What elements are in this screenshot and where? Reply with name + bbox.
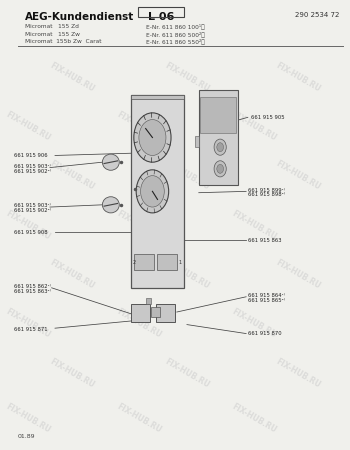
Text: FIX-HUB.RU: FIX-HUB.RU — [163, 357, 211, 389]
Circle shape — [134, 113, 171, 162]
Text: 661 915 899¹⁾: 661 915 899¹⁾ — [248, 188, 285, 193]
Bar — [131, 95, 183, 288]
Ellipse shape — [102, 154, 119, 170]
Bar — [156, 304, 175, 322]
Text: FIX-HUB.RU: FIX-HUB.RU — [231, 401, 279, 434]
Text: FIX-HUB.RU: FIX-HUB.RU — [48, 357, 96, 389]
Circle shape — [214, 161, 226, 177]
Circle shape — [141, 176, 164, 207]
Bar — [131, 95, 183, 99]
Text: AEG-Kundendienst: AEG-Kundendienst — [25, 12, 134, 22]
Circle shape — [139, 120, 166, 155]
Bar — [134, 254, 154, 270]
Text: FIX-HUB.RU: FIX-HUB.RU — [116, 307, 163, 340]
Text: 661 915 902²⁾: 661 915 902²⁾ — [14, 169, 51, 174]
Text: 661 915 902²⁾: 661 915 902²⁾ — [14, 208, 51, 213]
Text: 01.89: 01.89 — [18, 434, 35, 440]
Text: 1: 1 — [179, 260, 182, 265]
Text: FIX-HUB.RU: FIX-HUB.RU — [116, 401, 163, 434]
Text: 661 915 870: 661 915 870 — [248, 331, 281, 336]
Text: FIX-HUB.RU: FIX-HUB.RU — [275, 357, 322, 389]
Text: E-Nr. 611 860 100¹⧠: E-Nr. 611 860 100¹⧠ — [146, 24, 205, 30]
Text: 661 915 863²⁾: 661 915 863²⁾ — [14, 289, 51, 294]
Text: 661 915 863: 661 915 863 — [248, 238, 281, 243]
Text: 661 915 898²⁾: 661 915 898²⁾ — [248, 193, 285, 198]
Text: FIX-HUB.RU: FIX-HUB.RU — [231, 307, 279, 340]
Text: 2: 2 — [133, 260, 136, 265]
Bar — [146, 298, 151, 304]
Circle shape — [214, 139, 226, 155]
Circle shape — [136, 170, 169, 213]
Bar — [131, 304, 150, 322]
Text: 661 915 908: 661 915 908 — [14, 230, 48, 235]
Text: FIX-HUB.RU: FIX-HUB.RU — [116, 110, 163, 143]
Text: Micromat   155 Zd: Micromat 155 Zd — [25, 24, 78, 29]
Text: FIX-HUB.RU: FIX-HUB.RU — [275, 258, 322, 291]
Text: 661 915 903¹⁾: 661 915 903¹⁾ — [14, 203, 51, 208]
Text: 290 2534 72: 290 2534 72 — [295, 12, 339, 18]
Text: FIX-HUB.RU: FIX-HUB.RU — [163, 159, 211, 192]
Text: 661 915 903¹⁾: 661 915 903¹⁾ — [14, 164, 51, 169]
Bar — [199, 90, 238, 184]
Ellipse shape — [102, 197, 119, 213]
Text: FIX-HUB.RU: FIX-HUB.RU — [163, 61, 211, 93]
Text: FIX-HUB.RU: FIX-HUB.RU — [163, 258, 211, 291]
Text: 661 915 862¹⁾: 661 915 862¹⁾ — [14, 284, 51, 289]
Text: E-Nr. 611 860 500²⧠: E-Nr. 611 860 500²⧠ — [146, 32, 205, 38]
Bar — [201, 97, 236, 133]
Bar — [138, 7, 183, 17]
Text: FIX-HUB.RU: FIX-HUB.RU — [231, 209, 279, 241]
Text: FIX-HUB.RU: FIX-HUB.RU — [231, 110, 279, 143]
Text: 661 915 864¹⁾: 661 915 864¹⁾ — [248, 293, 285, 298]
Text: 661 915 906: 661 915 906 — [14, 153, 48, 158]
Text: 661 915 865²⁾: 661 915 865²⁾ — [248, 298, 285, 303]
Text: FIX-HUB.RU: FIX-HUB.RU — [48, 61, 96, 93]
Text: L 06: L 06 — [148, 12, 174, 22]
Text: FIX-HUB.RU: FIX-HUB.RU — [116, 209, 163, 241]
Text: E-Nr. 611 860 550²⧠: E-Nr. 611 860 550²⧠ — [146, 39, 205, 45]
Circle shape — [217, 143, 224, 152]
Text: Micromat  155b Zw  Carat: Micromat 155b Zw Carat — [25, 39, 101, 44]
Text: FIX-HUB.RU: FIX-HUB.RU — [4, 209, 52, 241]
Text: FIX-HUB.RU: FIX-HUB.RU — [48, 258, 96, 291]
Text: FIX-HUB.RU: FIX-HUB.RU — [275, 159, 322, 192]
Text: Micromat   155 Zw: Micromat 155 Zw — [25, 32, 79, 36]
Circle shape — [217, 164, 224, 173]
Text: 661 915 905: 661 915 905 — [251, 115, 285, 120]
Text: FIX-HUB.RU: FIX-HUB.RU — [275, 61, 322, 93]
Text: FIX-HUB.RU: FIX-HUB.RU — [4, 401, 52, 434]
Bar — [152, 307, 160, 317]
Bar — [157, 254, 177, 270]
Bar — [195, 136, 199, 147]
Text: FIX-HUB.RU: FIX-HUB.RU — [4, 307, 52, 340]
Text: FIX-HUB.RU: FIX-HUB.RU — [4, 110, 52, 143]
Text: 661 915 871: 661 915 871 — [14, 327, 48, 332]
Text: FIX-HUB.RU: FIX-HUB.RU — [48, 159, 96, 192]
